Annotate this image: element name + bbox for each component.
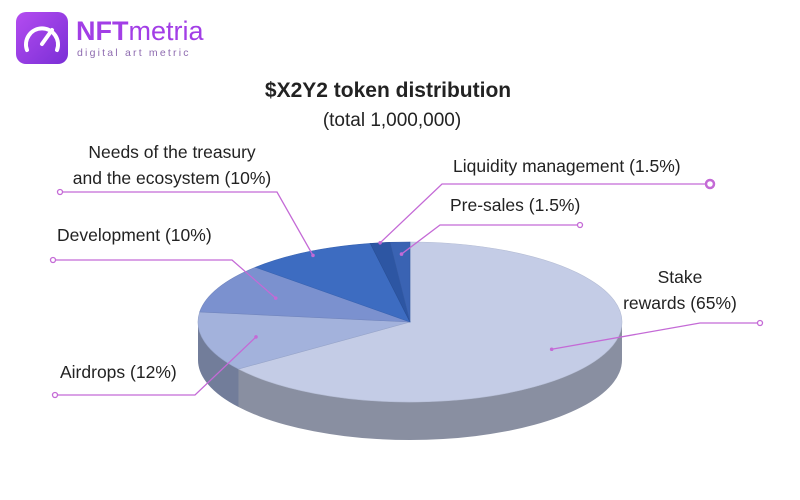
slice-label-line: and the ecosystem (10%) [73, 168, 271, 188]
leader-end [311, 253, 315, 258]
slice [197, 311, 411, 370]
leader-dot [576, 221, 584, 229]
logo-name-rest: metria [128, 16, 204, 46]
leader-end [399, 252, 404, 256]
slice [254, 243, 411, 323]
slice-label-line: Needs of the treasury [88, 142, 256, 162]
leader-end [273, 296, 278, 300]
leader-line [60, 191, 314, 256]
slice-label-line: Pre-sales (1.5%) [450, 195, 580, 215]
slice-label: Pre-sales (1.5%) [450, 195, 580, 215]
pie [197, 241, 623, 441]
logo-needle [40, 28, 54, 46]
leader-line [401, 224, 580, 255]
chart-subtitle: (total 1,000,000) [323, 110, 461, 131]
slice-label-line: rewards (65%) [623, 293, 737, 313]
slice-side [238, 322, 622, 441]
slice-label: Liquidity management (1.5%) [453, 156, 681, 176]
leader-line [55, 336, 257, 396]
slice [237, 241, 623, 403]
logo-tagline: digital art metric [77, 47, 191, 59]
leader-dot [51, 391, 59, 399]
leader-dot [704, 178, 716, 190]
slice-label-line: Development (10%) [57, 225, 212, 245]
logo: NFTmetria digital art metric [16, 12, 204, 64]
leader-end [378, 240, 382, 245]
slice-label: Airdrops (12%) [60, 362, 177, 382]
leader-line [53, 259, 277, 299]
logo-name: NFTmetria [76, 16, 204, 46]
leader-line [379, 183, 710, 244]
leader-dot [49, 256, 57, 264]
slice [199, 266, 411, 323]
logo-icon [16, 12, 68, 64]
logo-gauge [24, 26, 60, 52]
chart-title: $X2Y2 token distribution [265, 79, 511, 102]
slice-label: Needs of the treasury and the ecosystem (… [73, 142, 271, 188]
leader-end [254, 335, 258, 339]
leader-dot [756, 319, 764, 327]
slice-label: Stake rewards (65%) [623, 267, 737, 313]
slice-label: Development (10%) [57, 225, 212, 245]
slice [389, 241, 411, 323]
leader-line [551, 322, 760, 350]
slice-label-line: Liquidity management (1.5%) [453, 156, 681, 176]
logo-name-bold: NFT [76, 16, 129, 46]
slice-side [198, 322, 239, 408]
slice-label-line: Stake [658, 267, 703, 287]
slice-label-line: Airdrops (12%) [60, 362, 177, 382]
leader-end [549, 347, 554, 352]
labels: Stake rewards (65%) Airdrops (12%) Developm… [49, 142, 764, 399]
leader-dot [56, 188, 64, 196]
